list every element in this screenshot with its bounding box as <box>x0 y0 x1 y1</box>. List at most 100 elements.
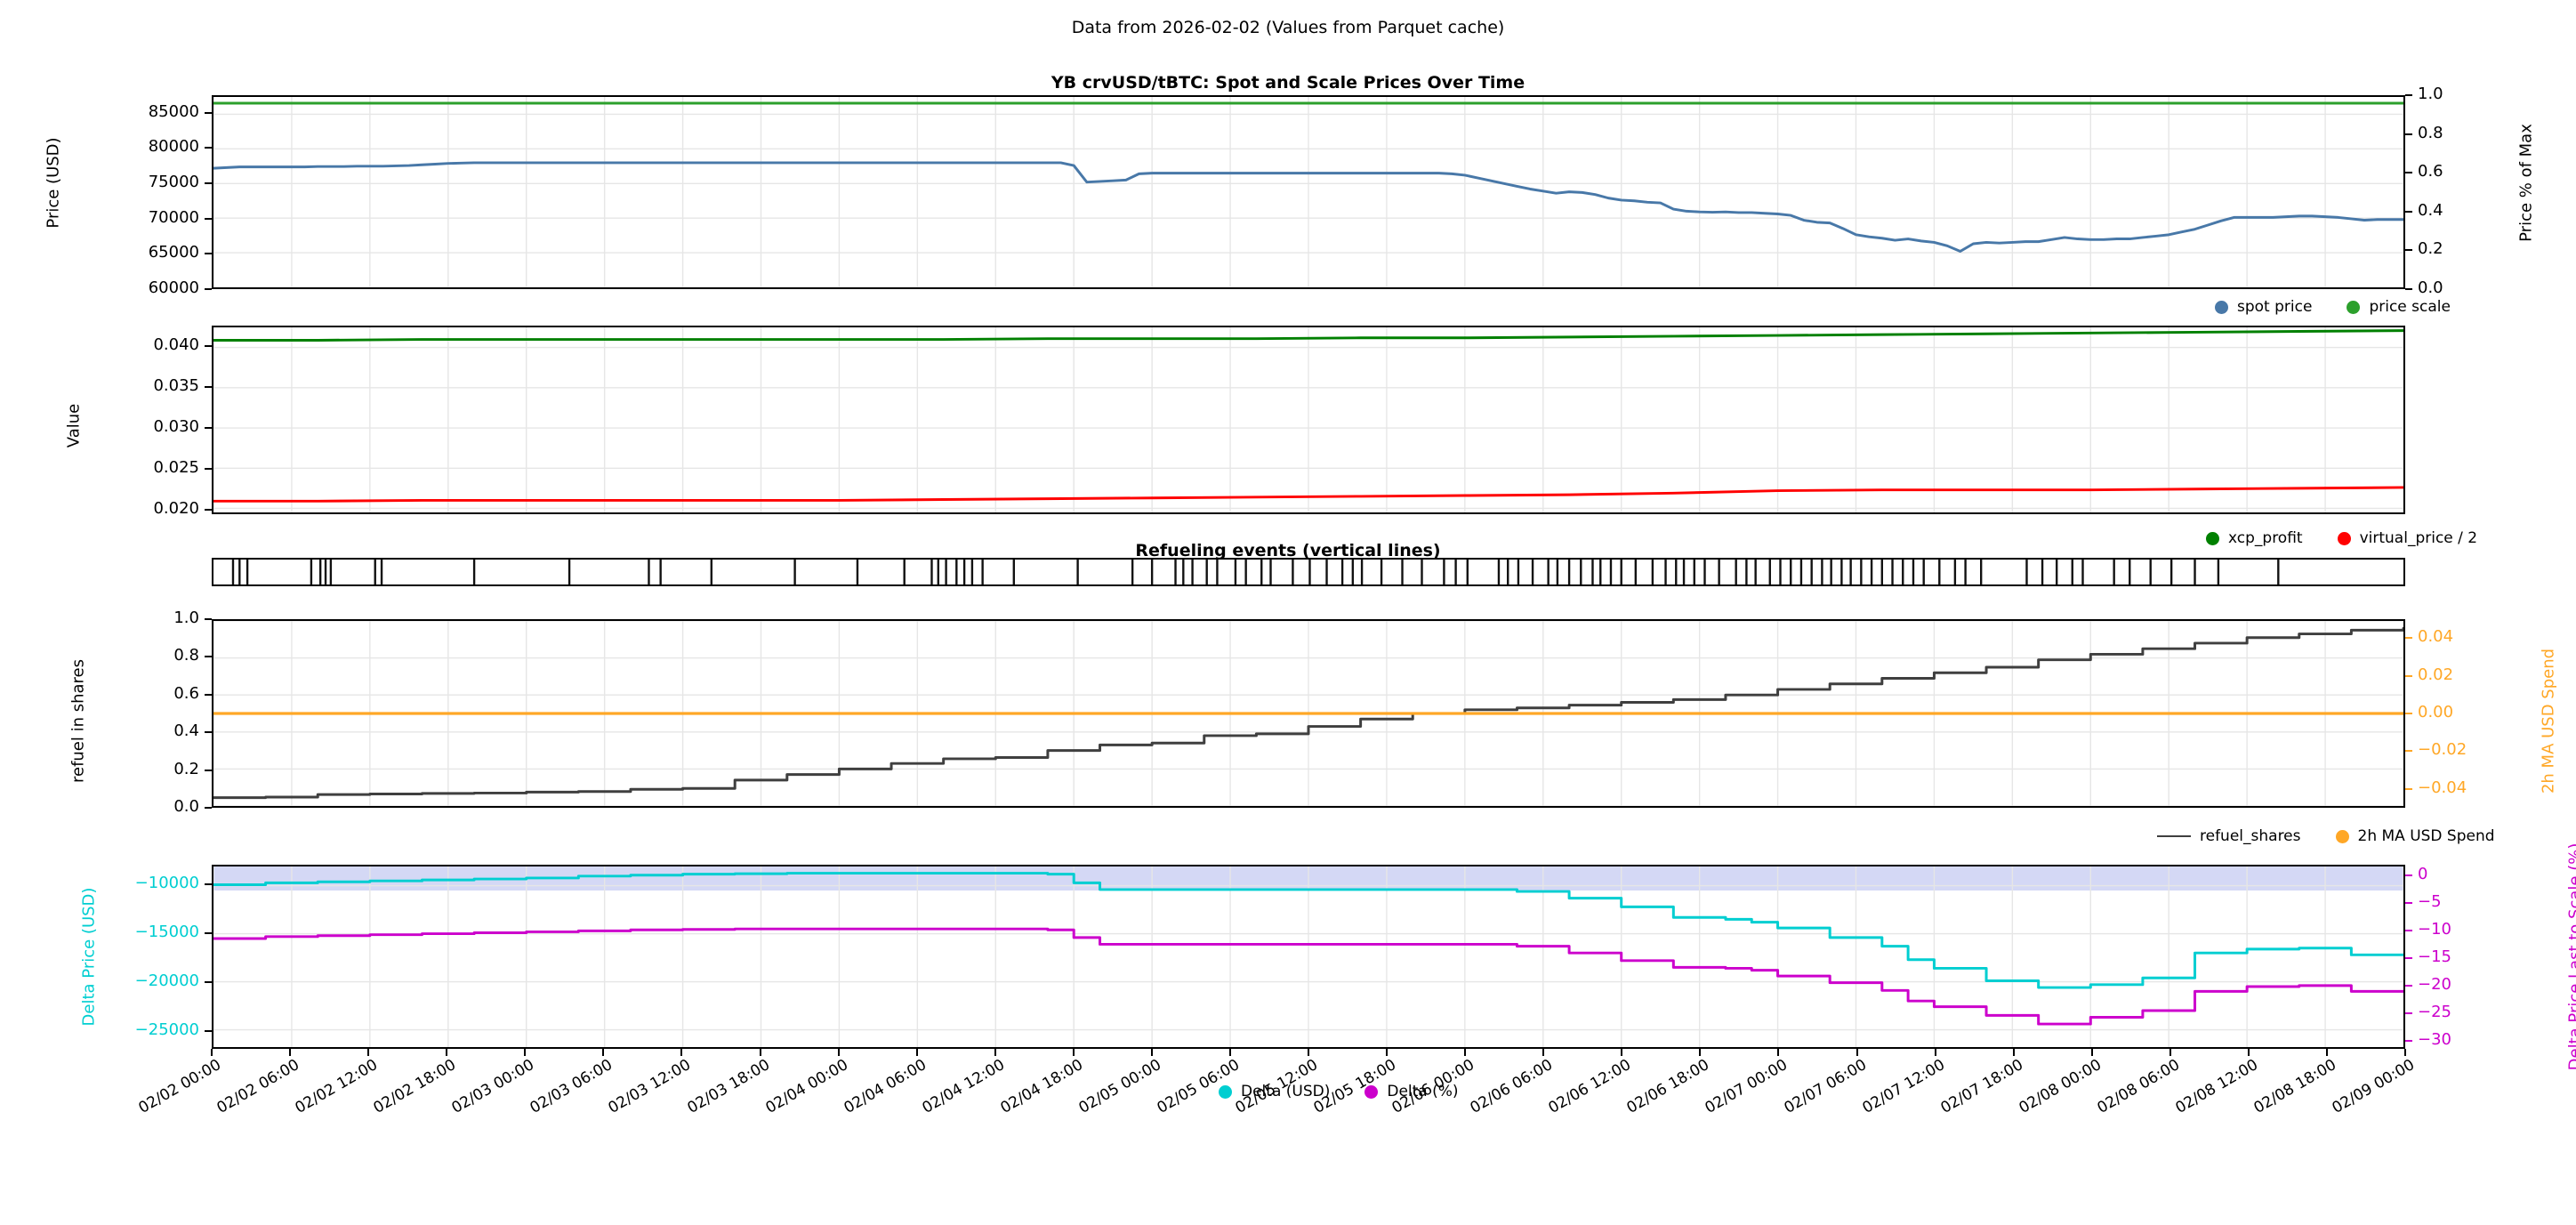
panel-refuel-shares-ytick-mark <box>2405 750 2412 753</box>
panel-refuel-shares-ylabel-right: 2h MA USD Spend <box>2539 648 2558 794</box>
panel-delta-ytick-mark <box>205 1030 212 1033</box>
panel-prices-ytick-label: 0.6 <box>2418 162 2443 181</box>
panel-refuel-shares-ytick-mark <box>205 769 212 771</box>
legend-item[interactable]: virtual_price / 2 <box>2337 529 2477 547</box>
legend-item[interactable]: Delta (%) <box>1364 1083 1459 1100</box>
x-axis-tick-mark <box>759 1049 761 1056</box>
panel-delta-ytick-mark <box>2405 1039 2412 1042</box>
panel-prices-ytick-mark <box>2405 94 2412 96</box>
x-axis-tick-mark <box>367 1049 370 1056</box>
x-axis-tick-mark <box>524 1049 527 1056</box>
x-axis-tick-mark <box>680 1049 683 1056</box>
x-axis-tick-mark <box>1150 1049 1153 1056</box>
panel-refuel-shares-ytick-mark <box>205 693 212 696</box>
panel-prices-ytick-mark <box>2405 210 2412 213</box>
x-axis-tick-mark <box>1464 1049 1467 1056</box>
panel-values-ytick-label: 0.025 <box>153 458 199 478</box>
panel-refuel-shares-ytick-mark <box>2405 674 2412 677</box>
legend-label: price scale <box>2369 298 2451 316</box>
panel-refuel-shares-ytick-label: 0.2 <box>173 759 199 778</box>
x-axis-tick-mark <box>2012 1049 2015 1056</box>
legend-label: refuel_shares <box>2200 827 2301 845</box>
panel-refuel-shares-ytick-mark <box>2405 713 2412 714</box>
legend-dot-swatch <box>1364 1084 1379 1099</box>
x-axis-tick-mark <box>446 1049 448 1056</box>
panel-values-ytick-label: 0.030 <box>153 417 199 437</box>
panel-refuel-shares-ytick-label: 0.00 <box>2418 703 2454 721</box>
legend-item[interactable]: spot price <box>2215 298 2312 316</box>
panel-values-ytick-mark <box>205 509 212 512</box>
panel-delta-plot-area <box>212 865 2405 1049</box>
panel-values-ytick-mark <box>205 468 212 471</box>
panel-refuel-shares-svg <box>213 621 2403 806</box>
legend-label: spot price <box>2237 298 2313 316</box>
panel-delta-ytick-label: 0 <box>2418 865 2428 884</box>
legend-dot-swatch <box>2215 300 2228 314</box>
panel-prices-ytick-mark <box>2405 133 2412 135</box>
panel-delta-ytick-mark <box>2405 902 2412 905</box>
panel-refuel-shares-ytick-label: −0.02 <box>2418 740 2467 760</box>
panel-refuel-events-svg <box>231 560 2280 584</box>
x-axis-tick-mark <box>1386 1049 1389 1056</box>
legend-label: xcp_profit <box>2228 529 2303 547</box>
panel-refuel-shares-ytick-mark <box>205 656 212 658</box>
legend-item[interactable]: 2h MA USD Spend <box>2335 827 2495 845</box>
panel-delta-ytick-label: −25 <box>2418 1002 2451 1021</box>
legend-item[interactable]: price scale <box>2347 298 2451 316</box>
panel-prices-ytick-mark <box>205 288 212 290</box>
panel-prices-legend: spot price price scale <box>2215 298 2477 316</box>
x-axis-tick-mark <box>837 1049 840 1056</box>
panel-prices-ytick-label: 1.0 <box>2418 85 2443 103</box>
panel-prices-ytick-mark <box>2405 249 2412 252</box>
x-axis-tick-mark <box>1621 1049 1623 1056</box>
panel-refuel-shares-legend: refuel_shares 2h MA USD Spend <box>2157 827 2522 845</box>
panel-refuel-shares-ytick-label: 1.0 <box>173 608 199 627</box>
panel-values-legend: xcp_profit virtual_price / 2 <box>2206 529 2504 547</box>
panel-refuel-events-plot-area <box>212 558 2405 586</box>
legend-label: Delta (USD) <box>1241 1083 1331 1100</box>
x-axis-tick-mark <box>1228 1049 1231 1056</box>
legend-label: Delta (%) <box>1387 1083 1459 1100</box>
panel-delta-ytick-mark <box>205 932 212 935</box>
panel-prices-ytick-label: 80000 <box>148 137 199 157</box>
panel-delta-ytick-label: −20 <box>2418 974 2451 994</box>
panel-values-ytick-mark <box>205 427 212 430</box>
legend-dot-swatch <box>2335 829 2349 843</box>
legend-dot-swatch <box>2206 531 2219 545</box>
panel-refuel-shares-ytick-mark <box>2405 787 2412 790</box>
legend-line-swatch <box>2157 835 2191 837</box>
panel-prices-ytick-label: 0.4 <box>2418 200 2443 220</box>
x-axis-tick-mark <box>2325 1049 2328 1056</box>
panel-delta-ytick-mark <box>2405 984 2412 987</box>
panel-prices-svg <box>213 97 2403 287</box>
panel-delta-ytick-label: −25000 <box>134 1020 199 1040</box>
x-axis-tick-mark <box>2090 1049 2093 1056</box>
x-axis-tick-mark <box>289 1049 292 1056</box>
legend-item[interactable]: refuel_shares <box>2157 827 2301 845</box>
panel-refuel-shares-ytick-mark <box>205 807 212 809</box>
panel-delta-ytick-label: −10000 <box>134 874 199 893</box>
panel-delta-ytick-label: −5 <box>2418 892 2442 912</box>
x-axis-tick-mark <box>1934 1049 1936 1056</box>
x-axis-tick-mark <box>1072 1049 1075 1056</box>
x-axis-tick-mark <box>2404 1049 2406 1056</box>
x-axis-tick-mark <box>1542 1049 1545 1056</box>
panel-prices-ytick-mark <box>205 182 212 185</box>
panel-delta-ytick-mark <box>205 981 212 984</box>
x-axis-tick-mark <box>994 1049 996 1056</box>
x-axis-tick-mark <box>1308 1049 1309 1056</box>
panel-delta-legend: Delta (USD) Delta (%) <box>1219 1083 1485 1100</box>
panel-prices-ytick-label: 85000 <box>148 101 199 121</box>
legend-item[interactable]: xcp_profit <box>2206 529 2303 547</box>
panel-prices-ytick-label: 0.2 <box>2418 239 2443 259</box>
panel-delta-ytick-mark <box>205 883 212 886</box>
panel-refuel-shares-ytick-label: 0.4 <box>173 721 199 741</box>
x-axis-tick-mark <box>211 1049 213 1056</box>
x-axis-tick-mark <box>1699 1049 1702 1056</box>
panel-refuel-shares-ytick-mark <box>2405 637 2412 640</box>
legend-item[interactable]: Delta (USD) <box>1219 1083 1330 1100</box>
panel-refuel-shares-ytick-mark <box>205 731 212 734</box>
panel-prices-ytick-mark <box>205 217 212 220</box>
panel-refuel-shares-ytick-label: −0.04 <box>2418 778 2467 797</box>
